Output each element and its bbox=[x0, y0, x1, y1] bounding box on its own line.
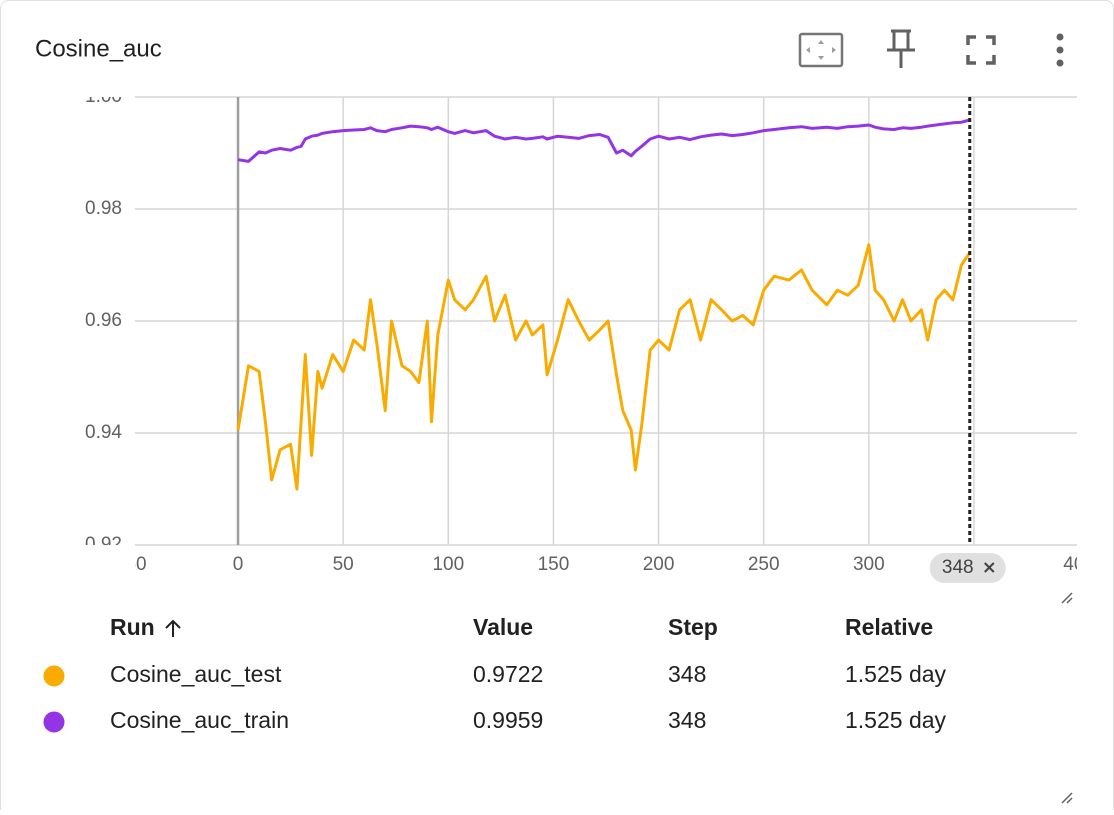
x-tick-label: -50 bbox=[119, 554, 146, 575]
column-header: Run bbox=[110, 614, 155, 640]
y-tick-label: 0.98 bbox=[85, 198, 122, 219]
sort-arrow-icon bbox=[165, 619, 181, 637]
y-tick-label: 0.92 bbox=[85, 534, 122, 555]
y-axis: 0.92 0.94 0.96 0.98 1.00 bbox=[85, 86, 122, 555]
cursor-close-icon bbox=[984, 562, 995, 573]
y-tick-label: 0.94 bbox=[85, 422, 122, 443]
table-cell: Cosine_auc_test bbox=[110, 661, 282, 687]
y-tick-label: 0.96 bbox=[85, 310, 122, 331]
table-cell: 348 bbox=[668, 707, 706, 733]
more-menu-button[interactable] bbox=[1056, 33, 1064, 67]
y-tick-label: 1.00 bbox=[85, 86, 122, 107]
column-header: Value bbox=[473, 614, 533, 640]
fit-domain-button[interactable] bbox=[798, 32, 844, 68]
data-table: Run Value Step Relative Cosine_auc_test 0.972… bbox=[42, 614, 947, 734]
x-tick-label: 100 bbox=[432, 554, 464, 575]
x-tick-label: 300 bbox=[853, 554, 885, 575]
table-cell: 0.9722 bbox=[473, 661, 543, 687]
series-line bbox=[236, 243, 972, 491]
table-cell: 1.525 day bbox=[845, 707, 947, 733]
hover-cursor: 348 bbox=[929, 97, 1006, 583]
table-cell: Cosine_auc_train bbox=[110, 707, 289, 733]
column-header: Relative bbox=[845, 614, 933, 640]
run-color-dot bbox=[42, 710, 66, 734]
x-tick-label: 200 bbox=[643, 554, 675, 575]
run-color-dot bbox=[42, 664, 66, 688]
table-cell: 1.525 day bbox=[845, 661, 947, 687]
grid bbox=[135, 96, 1077, 546]
column-header: Step bbox=[668, 614, 718, 640]
plot-area bbox=[236, 118, 972, 491]
cursor-label: 348 bbox=[942, 557, 974, 578]
x-tick-label: 150 bbox=[538, 554, 570, 575]
resize-handle[interactable] bbox=[1061, 592, 1073, 604]
resize-handle[interactable] bbox=[1061, 792, 1073, 804]
table-cell: 348 bbox=[668, 661, 706, 687]
table-cell: 0.9959 bbox=[473, 707, 543, 733]
x-tick-label: 400 bbox=[1063, 554, 1095, 575]
x-tick-label: 50 bbox=[333, 554, 354, 575]
pin-button[interactable] bbox=[887, 29, 915, 68]
series-line bbox=[237, 118, 971, 163]
x-tick-label: 250 bbox=[748, 554, 780, 575]
cursor-chip bbox=[929, 553, 1006, 583]
x-tick-label: 0 bbox=[233, 554, 244, 575]
card-title: Cosine_auc bbox=[35, 35, 162, 62]
fullscreen-button[interactable] bbox=[966, 35, 996, 65]
